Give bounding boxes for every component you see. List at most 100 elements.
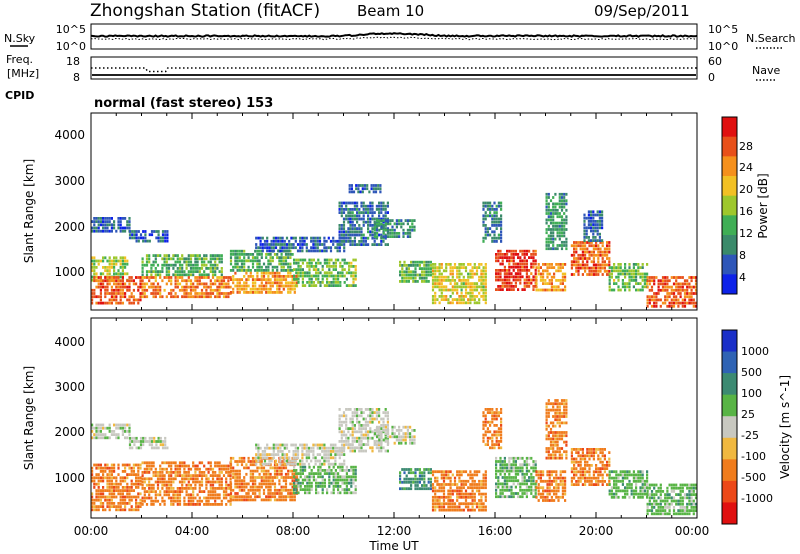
power-region-9-cell: [301, 271, 304, 275]
power-region-1-cell: [121, 259, 124, 263]
power-region-3-cell: [157, 236, 160, 240]
power-region-12-cell: [411, 228, 414, 232]
power-region-22-cell: [677, 298, 680, 302]
power-region-6-cell: [249, 259, 252, 263]
velocity-region-8-cell: [378, 425, 381, 429]
power-region-5-cell: [156, 282, 160, 286]
power-region-19-cell: [570, 260, 573, 264]
velocity-region-1-cell: [115, 479, 118, 483]
power-region-16-cell: [514, 265, 517, 269]
power-region-17-cell: [561, 275, 564, 279]
power-region-5-cell: [218, 292, 221, 295]
power-region-1-cell: [126, 259, 129, 263]
power-region-15-cell: [491, 240, 494, 243]
power-region-16-cell: [525, 281, 528, 285]
power-region-5-cell: [200, 282, 204, 286]
velocity-region-5-cell: [279, 443, 282, 447]
velocity-region-4-cell: [245, 492, 248, 495]
velocity-region-7-cell: [351, 449, 354, 453]
velocity-region-3-cell: [207, 496, 210, 500]
power-region-9-cell: [308, 268, 311, 271]
power-region-12-cell: [395, 219, 398, 222]
power-region-14-cell: [484, 301, 487, 305]
power-region-18-cell: [552, 231, 555, 235]
power-region-0-cell: [113, 220, 116, 223]
power-region-16-cell: [512, 259, 515, 263]
velocity-region-3-cell: [218, 464, 221, 468]
power-region-18-cell: [556, 212, 559, 215]
power-region-16-cell: [528, 281, 531, 285]
power-region-10-cell: [373, 243, 376, 246]
power-region-14-cell: [451, 275, 454, 279]
power-region-14-cell: [475, 272, 479, 276]
velocity-region-3-cell: [150, 503, 153, 506]
power-region-13-cell: [410, 276, 413, 280]
power-region-7-cell: [278, 291, 281, 294]
power-region-2-cell: [128, 298, 131, 302]
power-region-18-cell: [560, 228, 564, 231]
velocity-region-4-cell: [265, 485, 268, 489]
power-region-2-cell: [121, 279, 124, 283]
velocity-region-3-cell: [183, 471, 186, 474]
velocity-region-5-cell: [303, 453, 306, 456]
velocity-region-4-cell: [249, 469, 252, 473]
velocity-region-1-cell: [139, 492, 142, 496]
velocity-region-1-cell: [99, 479, 102, 483]
velocity-region-6-cell: [304, 485, 307, 488]
power-region-13-cell: [410, 273, 413, 277]
power-region-2-cell: [108, 279, 111, 283]
power-region-10-cell: [338, 208, 341, 211]
velocity-region-5-cell: [277, 443, 280, 447]
velocity-region-3-cell: [143, 480, 146, 484]
velocity-region-3-cell: [207, 503, 210, 506]
velocity-region-5-cell: [270, 453, 273, 456]
freq-label: Freq.: [6, 53, 33, 66]
velocity-region-5-cell: [305, 459, 308, 463]
velocity-region-7-cell: [367, 433, 370, 437]
power-region-21-cell: [608, 285, 611, 289]
velocity-region-6-cell: [312, 472, 315, 475]
power-region-10-cell: [386, 217, 389, 221]
velocity-region-3-cell: [178, 499, 182, 503]
velocity-region-3-cell: [170, 503, 173, 506]
velocity-region-1-cell: [97, 492, 100, 496]
velocity-region-4-cell: [236, 482, 239, 486]
velocity-region-1-cell: [97, 486, 100, 489]
velocity-region-8-cell: [373, 432, 376, 435]
power-region-17-cell: [559, 279, 562, 282]
velocity-region-3-cell: [148, 480, 151, 484]
velocity-region-3-cell: [192, 503, 195, 506]
velocity-region-3-cell: [209, 487, 212, 490]
power-region-13-cell: [429, 260, 432, 264]
velocity-region-1-cell: [95, 476, 98, 480]
power-region-22-cell: [670, 301, 673, 305]
velocity-region-3-cell: [205, 503, 208, 506]
velocity-region-1-cell: [102, 495, 105, 499]
power-region-12-cell: [384, 235, 387, 238]
velocity-region-3-cell: [196, 493, 199, 497]
power-region-7-cell: [243, 291, 246, 294]
velocity-region-6-cell: [350, 469, 353, 472]
power-region-17-cell: [557, 285, 560, 289]
velocity-region-9-cell: [403, 480, 406, 484]
velocity-region-6-cell: [304, 488, 307, 491]
power-region-4-cell: [141, 263, 144, 267]
velocity-region-5-cell: [279, 446, 282, 450]
velocity-region-3-cell: [227, 487, 230, 490]
velocity-region-3-cell: [163, 480, 166, 484]
velocity-region-5-cell: [329, 456, 333, 460]
velocity-region-4-cell: [240, 498, 244, 502]
velocity-region-4-cell: [256, 495, 259, 499]
velocity-region-5-cell: [268, 453, 271, 456]
velocity-region-2-cell: [148, 436, 151, 440]
power-region-6-cell: [273, 253, 277, 256]
power-region-15-cell: [497, 204, 500, 208]
velocity-region-1-cell: [104, 463, 107, 467]
power-region-14-cell: [480, 272, 483, 276]
velocity-region-5-cell: [325, 453, 328, 456]
velocity-region-3-cell: [163, 490, 166, 493]
velocity-region-7-cell: [342, 449, 346, 453]
power-region-21-cell: [641, 285, 644, 289]
power-region-9-cell: [310, 258, 313, 262]
power-region-2-cell: [137, 285, 140, 289]
